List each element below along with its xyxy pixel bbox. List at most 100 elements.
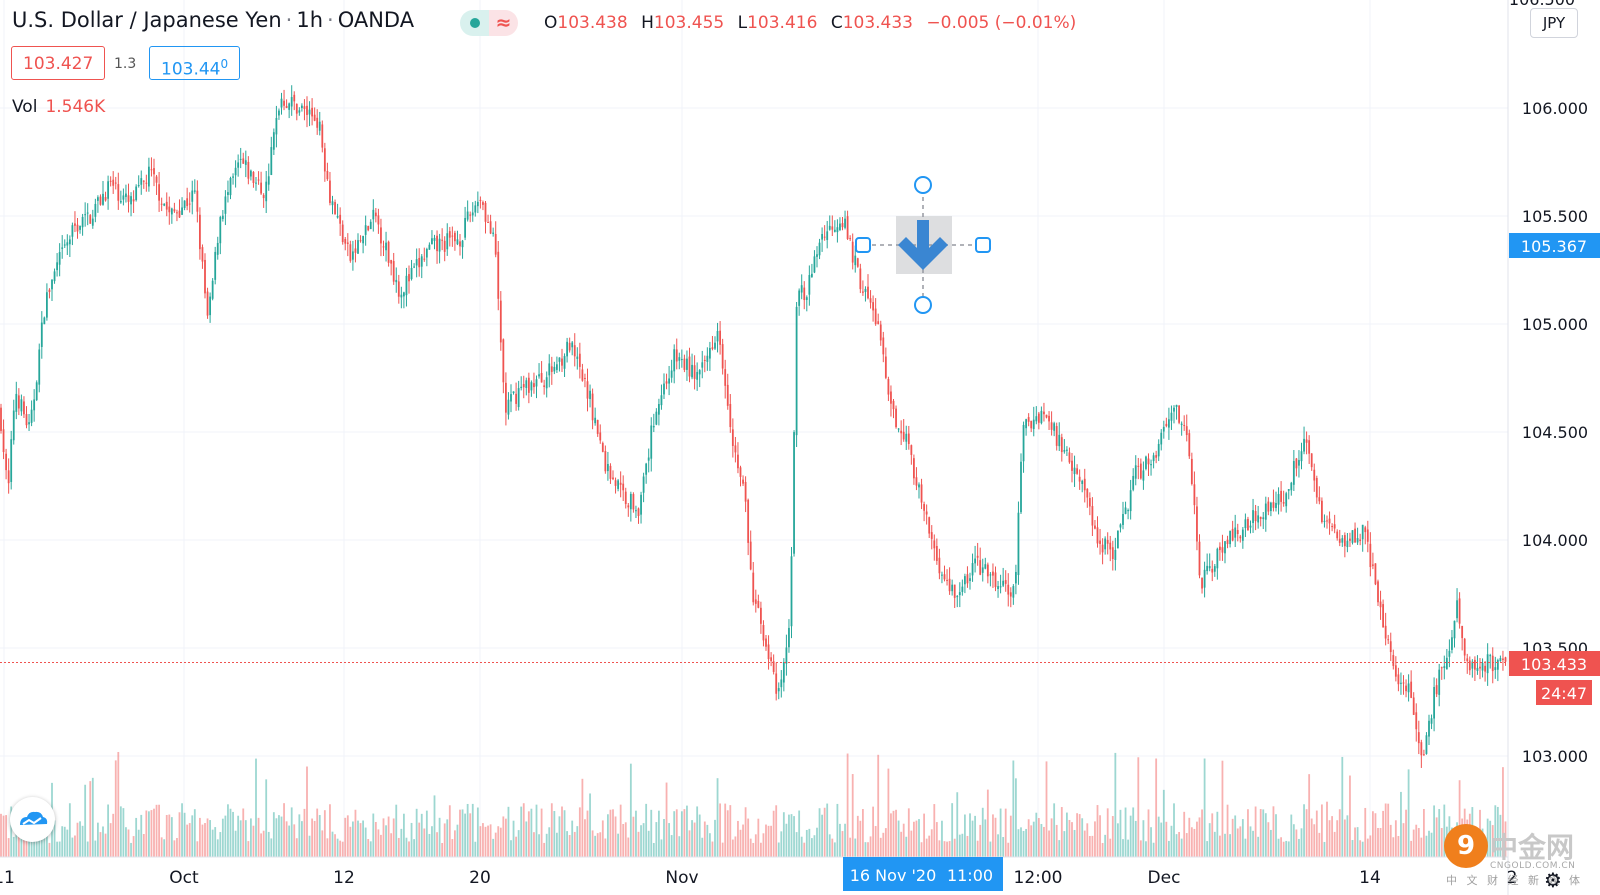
volume-bar: [658, 810, 660, 857]
price-tick: 104.000: [1522, 531, 1588, 550]
volume-bar: [153, 808, 155, 857]
candle: [665, 373, 668, 390]
volume-bar: [1190, 827, 1193, 857]
time-axis[interactable]: 11 Oct 12 20 Nov 12:00 Dec 14 2 16 Nov '20 11:00: [0, 856, 1518, 891]
volume-bar: [76, 822, 79, 857]
candle: [594, 407, 597, 426]
volume-bar: [476, 807, 479, 857]
candle: [301, 103, 303, 112]
cngold-watermark: 9 中金网 CNGOLD.COM.CN 中 文 财 经 新 媒 体: [1444, 824, 1594, 887]
candle: [247, 156, 250, 185]
candle: [800, 274, 803, 300]
volume-bar: [1178, 831, 1180, 857]
candle: [512, 391, 515, 395]
candle: [81, 213, 84, 236]
candle: [981, 558, 984, 582]
candle: [1055, 422, 1058, 451]
candle: [1048, 411, 1050, 430]
volume-bar: [770, 825, 772, 857]
handle-right[interactable]: [975, 237, 991, 253]
candle: [1336, 529, 1339, 541]
volume-bar: [887, 768, 890, 857]
crosshair-time: 11:00: [947, 866, 993, 885]
buy-button[interactable]: 103.440: [149, 46, 241, 80]
candle: [497, 241, 500, 311]
volume-bar: [986, 789, 989, 857]
candle: [499, 291, 502, 351]
candle: [872, 295, 874, 322]
market-status[interactable]: ≈: [460, 10, 518, 36]
volume-bar: [1410, 840, 1413, 857]
candle: [1484, 661, 1486, 682]
candle: [56, 253, 58, 277]
volume-bar: [703, 821, 706, 857]
volume-bar: [612, 809, 614, 857]
volume-bar: [1119, 809, 1122, 857]
sell-button[interactable]: 103.427: [11, 46, 106, 80]
price-tick-top-partial: 106.500: [1509, 0, 1575, 9]
candle: [994, 566, 997, 592]
handle-left[interactable]: [855, 237, 871, 253]
volume-bar: [1180, 838, 1183, 857]
volume-bar: [1310, 818, 1313, 857]
volume-bar: [155, 804, 158, 857]
volume-bar: [454, 830, 456, 857]
candle: [209, 292, 211, 323]
candle: [1009, 587, 1012, 608]
candle: [1456, 588, 1458, 623]
volume-bar: [719, 803, 721, 857]
volume-bar: [701, 837, 704, 857]
volume-bar: [17, 826, 20, 857]
candle: [5, 448, 7, 480]
candle: [742, 475, 744, 486]
symbol-header[interactable]: U.S. Dollar / Japanese Yen · 1h · OANDA: [12, 8, 415, 32]
settings-gear-icon[interactable]: ⚙: [1544, 868, 1562, 892]
volume-bar: [1101, 842, 1104, 857]
candle: [969, 572, 971, 590]
volume-bar: [1415, 824, 1418, 857]
time-tick: 2: [1507, 868, 1518, 888]
handle-top[interactable]: [914, 176, 932, 194]
candle: [821, 227, 823, 252]
volume-bar: [1267, 822, 1270, 857]
volume-bar: [410, 822, 413, 857]
candle: [1216, 547, 1219, 580]
candle: [1379, 590, 1382, 620]
candle: [0, 403, 2, 434]
candle: [390, 259, 393, 276]
candle: [816, 246, 818, 268]
candle: [415, 248, 418, 278]
candle: [20, 394, 23, 416]
candle: [418, 248, 421, 277]
volume-bar: [920, 842, 923, 857]
volume-bar: [1282, 841, 1285, 857]
candle: [272, 128, 275, 155]
arrow-down-drawing[interactable]: [855, 176, 991, 314]
volume-bar: [961, 833, 964, 857]
candle: [548, 354, 551, 388]
candle: [510, 384, 512, 413]
volume-bar: [306, 766, 308, 857]
volume-bar: [1394, 820, 1397, 857]
volume-bar: [420, 813, 423, 857]
candle: [1310, 453, 1313, 471]
candle: [191, 180, 194, 215]
candle: [1445, 649, 1448, 670]
volume-bar: [329, 804, 331, 857]
volume-bar: [150, 810, 153, 857]
currency-button[interactable]: JPY: [1530, 8, 1578, 38]
price-axis[interactable]: 106.500 106.000 105.500 105.000 104.500 104.…: [1507, 0, 1600, 895]
volume-bar: [61, 826, 64, 857]
volume-bar: [1387, 803, 1390, 857]
volume-bar: [1132, 807, 1135, 857]
volume-bar: [313, 820, 316, 857]
volume-bar: [512, 820, 515, 857]
volume-bar: [935, 822, 938, 857]
volume-bar: [1055, 824, 1058, 857]
tradingview-logo-button[interactable]: [10, 797, 55, 842]
candle: [438, 233, 441, 264]
candle: [935, 538, 938, 565]
handle-bottom[interactable]: [914, 296, 932, 314]
candle: [1104, 536, 1107, 555]
